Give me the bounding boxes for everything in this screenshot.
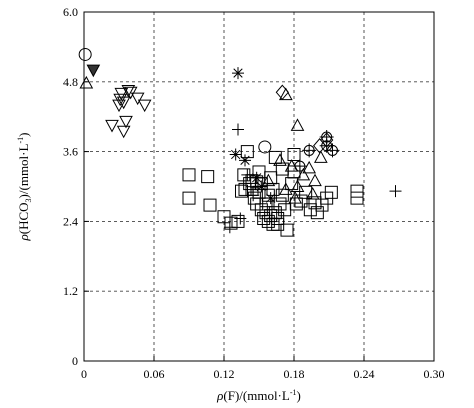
data-point-plus <box>389 185 402 198</box>
data-point-triangle-down <box>105 119 119 133</box>
data-point-asterisk <box>232 67 244 80</box>
data-point-square <box>240 145 254 159</box>
data-point-triangle-up <box>278 87 293 101</box>
x-tick-label: 0.24 <box>354 367 375 381</box>
grid-lines <box>84 12 434 361</box>
x-axis-label: ρ(F)/(mmol·L-1) <box>216 388 301 403</box>
data-point-square <box>250 175 264 189</box>
data-point-circle-plus <box>302 143 317 158</box>
data-points <box>78 47 402 237</box>
data-point-square <box>275 188 289 202</box>
data-point-triangle-down <box>121 85 136 98</box>
y-tick-label: 1.2 <box>63 284 78 298</box>
data-point-plus <box>232 123 244 136</box>
data-point-square <box>275 162 289 176</box>
data-point-square <box>310 206 324 220</box>
data-point-square <box>287 148 301 162</box>
x-tick-label: 0.30 <box>424 367 445 381</box>
data-point-triangle-up <box>313 150 328 163</box>
data-point-asterisk <box>229 148 242 161</box>
data-point-plus <box>234 212 247 225</box>
data-point-triangle-up <box>302 160 317 174</box>
data-point-square <box>299 185 313 199</box>
x-tick-label: 0.12 <box>214 367 235 381</box>
x-tick-label: 0.06 <box>144 367 165 381</box>
y-tick-label: 0 <box>72 354 78 368</box>
data-point-circle <box>78 47 92 61</box>
data-point-square <box>201 170 215 184</box>
y-tick-label: 4.8 <box>63 75 78 89</box>
data-point-square <box>231 214 245 228</box>
data-point-triangle-down <box>116 125 131 139</box>
data-point-triangle-down <box>119 115 133 129</box>
y-tick-label: 6.0 <box>63 5 78 19</box>
plot-area-frame <box>83 11 435 362</box>
x-axis-label-symbol: ρ <box>216 388 223 403</box>
data-point-circle-plus <box>325 143 340 158</box>
data-point-square <box>261 188 275 202</box>
data-point-triangle-up <box>308 173 322 187</box>
y-axis-label-units: )/(mmol·L <box>16 144 31 199</box>
data-point-square <box>182 168 196 182</box>
data-point-square <box>224 216 238 230</box>
data-point-triangle-down <box>123 86 138 100</box>
data-point-diamond <box>313 138 327 154</box>
x-axis-label-close: ) <box>297 388 301 403</box>
data-point-square <box>289 197 303 211</box>
y-tick-label: 3.6 <box>63 145 78 159</box>
data-point-triangle-down <box>130 92 145 106</box>
data-point-square <box>264 209 278 223</box>
data-point-triangle-down <box>112 99 126 113</box>
data-point-square <box>350 184 364 198</box>
axis-ticks: 0 0.06 0.12 0.18 0.24 0.30 0 1.2 2.4 3.6 4.8 6.0 <box>63 5 445 381</box>
y-axis-label-text: (HCO <box>16 202 31 234</box>
y-axis-label-symbol: ρ <box>16 234 31 241</box>
x-axis-label-superscript: -1 <box>290 388 297 397</box>
data-point-square <box>268 150 282 164</box>
y-axis-label: ρ(HCO3)/(mmol·L-1) <box>16 133 33 242</box>
data-point-triangle-up <box>79 75 94 89</box>
x-tick-label: 0.18 <box>284 367 305 381</box>
data-point-triangle-up <box>305 187 320 200</box>
data-point-square <box>324 185 338 199</box>
data-point-square <box>303 203 317 217</box>
data-point-triangle-up <box>273 153 287 166</box>
data-point-square <box>350 191 364 205</box>
data-point-square <box>245 174 259 188</box>
x-tick-label: 0 <box>81 367 87 381</box>
y-axis-label-superscript: -1 <box>16 137 25 144</box>
data-point-diamond <box>275 84 289 101</box>
data-point-square <box>238 182 252 196</box>
data-point-square <box>280 223 294 237</box>
data-point-square <box>271 211 285 225</box>
data-point-asterisk <box>239 154 251 167</box>
data-point-square <box>294 194 308 208</box>
data-point-square <box>250 197 264 211</box>
data-point-triangle-down-filled <box>86 64 101 78</box>
data-point-triangle-down <box>114 87 129 101</box>
data-point-square <box>254 177 268 191</box>
data-point-square <box>182 191 196 205</box>
y-axis-label-close: ) <box>16 133 31 137</box>
data-point-square <box>203 198 217 212</box>
data-point-circle <box>258 140 272 154</box>
data-point-square <box>235 184 248 198</box>
y-axis-label-subscript: 3 <box>24 198 33 202</box>
data-point-triangle-down <box>137 99 152 113</box>
x-axis-label-text: (F)/(mmol·L <box>223 388 289 403</box>
data-point-triangle-down <box>116 96 131 110</box>
data-point-square <box>315 198 329 212</box>
data-point-triangle-up <box>290 118 305 131</box>
data-point-triangle-up <box>261 173 276 187</box>
y-tick-label: 2.4 <box>63 214 78 228</box>
